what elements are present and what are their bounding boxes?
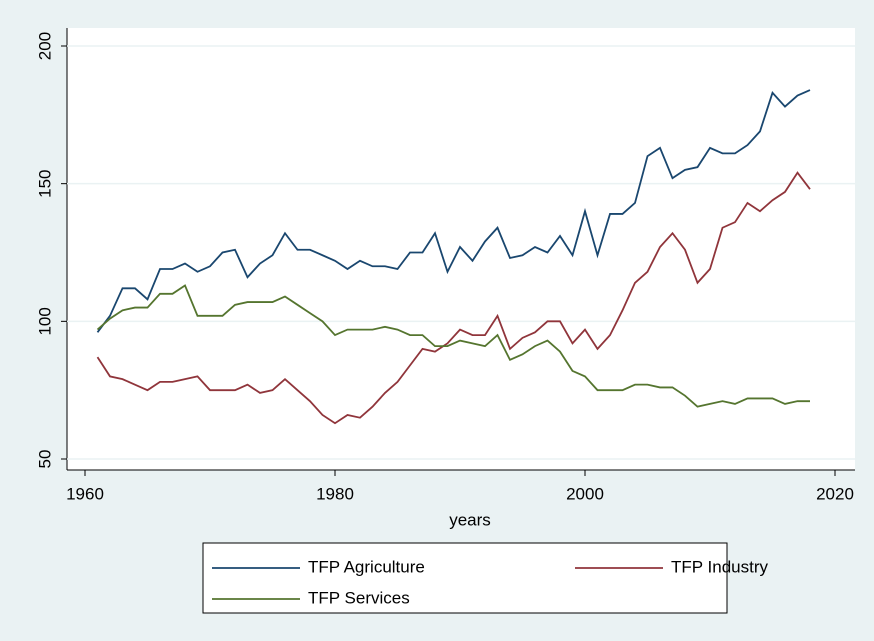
x-tick-label: 1980 [316, 484, 354, 503]
series-line [96, 284, 810, 408]
y-tick-label: 200 [35, 32, 54, 60]
x-axis-label: years [449, 510, 491, 529]
legend-label: TFP Services [308, 588, 410, 607]
legend-label: TFP Agriculture [308, 557, 425, 576]
y-tick-label: 100 [35, 307, 54, 335]
y-tick-label: 50 [35, 450, 54, 469]
legend [202, 542, 728, 614]
legend-label: TFP Industry [671, 557, 768, 576]
y-tick-label: 150 [35, 169, 54, 197]
series-line [96, 171, 811, 425]
x-tick-label: 1960 [66, 484, 104, 503]
x-tick-label: 2000 [566, 484, 604, 503]
series-line [96, 89, 811, 333]
x-tick-label: 2020 [816, 484, 854, 503]
